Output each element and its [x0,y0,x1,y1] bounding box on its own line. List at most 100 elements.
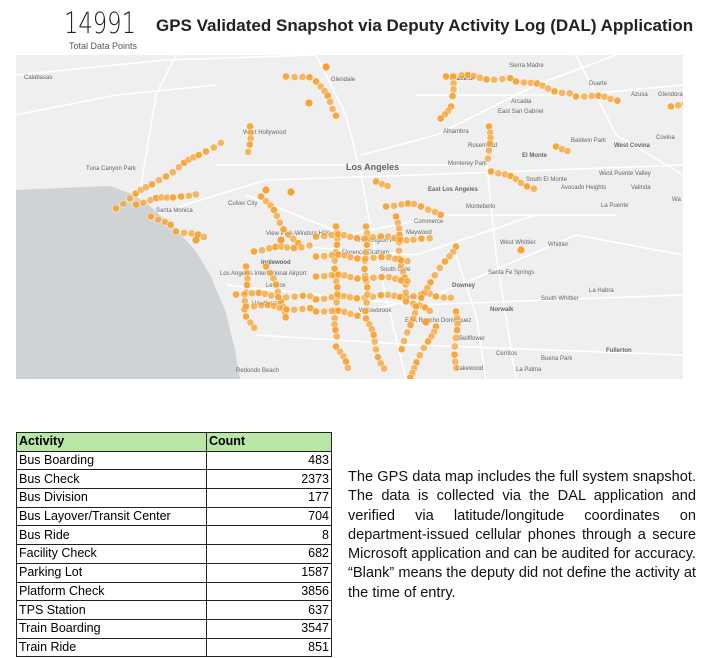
activity-cell: TPS Station [16,600,207,620]
data-point [400,337,408,345]
table-row: Bus Check 2373 [16,469,332,490]
data-point [369,331,378,339]
data-point [587,92,596,100]
data-point [409,200,418,208]
data-point [282,305,291,314]
data-point [544,84,552,93]
data-point [353,294,361,303]
count-cell: 483 [206,450,332,471]
data-point [232,290,240,299]
data-point [333,290,342,299]
data-point [306,304,315,313]
place-label: Santa Monica [156,208,193,214]
data-point [279,225,288,234]
data-point [409,235,418,244]
count-cell: 704 [206,506,332,527]
place-label: Norwalk [490,307,514,313]
data-point [397,345,406,354]
road [360,55,617,156]
place-label: Rosemead [468,143,497,149]
data-point [369,253,378,262]
road [16,55,317,76]
place-label: Fullerton [606,348,632,354]
data-point [320,272,329,281]
data-point [275,218,284,227]
data-point [332,332,341,341]
data-point [282,72,290,81]
data-point [281,313,290,322]
count-cell: 3547 [206,618,332,639]
data-point [332,342,340,351]
data-point [384,232,392,241]
data-point [272,212,281,220]
data-point [177,192,185,201]
data-point [284,230,293,239]
data-point [169,193,177,202]
data-point [457,71,466,80]
data-point [305,241,314,250]
data-point [187,229,196,238]
road [455,254,487,379]
data-point [448,92,457,100]
data-point [343,364,352,372]
data-point [385,273,393,282]
data-point [482,75,491,84]
data-point [166,220,175,229]
data-point [242,262,250,271]
data-point [248,289,256,298]
data-point [155,176,163,185]
data-point [409,292,418,300]
place-label: Tuna Canyon Park [86,166,137,172]
data-point [486,139,494,148]
data-point [377,253,386,261]
data-point [451,333,460,342]
place-label: South Whittier [541,296,579,302]
place-label: Glendora [658,92,683,98]
data-point [435,264,444,272]
data-point [272,280,280,289]
data-point [327,251,336,259]
place-label: Baldwin Park [571,138,607,144]
data-point [572,92,580,101]
place-label: Bellflower [459,336,485,342]
data-point [426,278,435,287]
data-point [250,323,259,332]
place-label: Whittier [548,242,568,248]
activity-cell: Bus Division [16,488,207,508]
place-label: Los Angeles [346,162,399,172]
road [16,84,217,116]
data-point [262,262,270,271]
data-point [262,186,270,194]
data-point [382,202,390,211]
data-point [390,201,398,210]
data-point [274,293,283,301]
data-point [392,212,400,221]
data-point [487,167,495,176]
data-point [333,283,342,292]
data-point [452,307,460,316]
data-point [312,77,320,86]
table-row: TPS Station 637 [16,600,332,620]
data-point [432,292,440,301]
place-label: Culver City [228,201,257,207]
data-point [298,73,307,81]
activity-cell: Facility Check [16,544,207,564]
data-point [558,89,566,97]
road [275,214,537,256]
road [245,194,616,236]
data-point [475,73,484,82]
data-point [290,244,298,252]
data-point [353,254,362,263]
data-point [439,293,448,302]
data-point [368,233,377,242]
activity-cell: Bus Boarding [16,450,207,471]
data-point [250,302,258,311]
activity-cell: Bus Check [16,469,207,490]
data-point [194,151,203,159]
data-point [289,235,298,243]
count-cell: 177 [206,488,332,508]
data-point [563,147,572,155]
data-point [148,180,156,189]
data-point [530,184,538,193]
